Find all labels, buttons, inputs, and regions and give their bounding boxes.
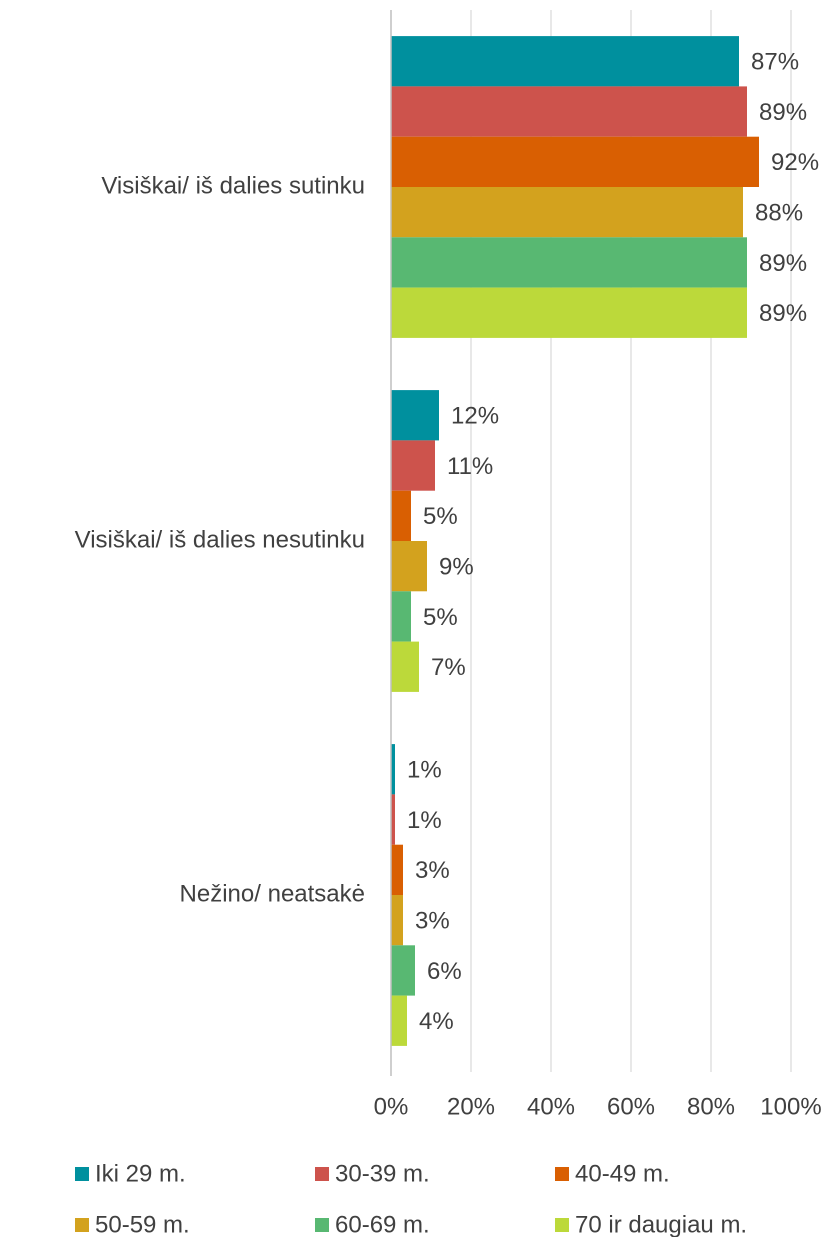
bar [391, 945, 415, 996]
legend-swatch [315, 1167, 329, 1181]
bar [391, 237, 747, 288]
bar [391, 794, 395, 845]
x-tick-label: 80% [687, 1093, 735, 1120]
value-label: 4% [419, 1008, 454, 1035]
bar [391, 187, 743, 238]
category-label: Nežino/ neatsakė [180, 880, 365, 907]
legend-swatch [315, 1218, 329, 1232]
legend-swatch [75, 1218, 89, 1232]
value-label: 92% [771, 149, 819, 176]
bar [391, 136, 759, 187]
legend-swatch [75, 1167, 89, 1181]
value-label: 89% [759, 300, 807, 327]
bar [391, 744, 395, 795]
value-label: 9% [439, 553, 474, 580]
bar [391, 287, 747, 338]
bar [391, 641, 419, 692]
value-label: 11% [447, 453, 493, 480]
bar [391, 591, 411, 642]
legend-label: Iki 29 m. [95, 1160, 186, 1187]
legend-label: 30-39 m. [335, 1160, 430, 1187]
legend-label: 50-59 m. [95, 1211, 190, 1237]
category-label: Visiškai/ iš dalies nesutinku [75, 526, 365, 553]
legend-swatch [555, 1167, 569, 1181]
value-label: 5% [423, 503, 458, 530]
value-label: 1% [407, 807, 442, 834]
value-label: 3% [415, 857, 450, 884]
bar [391, 844, 403, 895]
x-tick-label: 0% [374, 1093, 409, 1120]
value-label: 7% [431, 654, 466, 681]
value-label: 87% [751, 49, 799, 76]
x-tick-label: 100% [760, 1093, 821, 1120]
x-tick-label: 20% [447, 1093, 495, 1120]
value-label: 12% [451, 403, 499, 430]
value-label: 89% [759, 250, 807, 277]
category-label: Visiškai/ iš dalies sutinku [101, 172, 365, 199]
bar [391, 895, 403, 946]
value-label: 1% [407, 757, 442, 784]
x-tick-label: 40% [527, 1093, 575, 1120]
value-label: 5% [423, 604, 458, 631]
bar [391, 390, 439, 441]
legend-swatch [555, 1218, 569, 1232]
bar [391, 36, 739, 87]
value-label: 6% [427, 958, 462, 985]
value-label: 89% [759, 99, 807, 126]
bar [391, 86, 747, 137]
value-label: 88% [755, 199, 803, 226]
bar [391, 995, 407, 1046]
bar [391, 541, 427, 592]
legend-label: 70 ir daugiau m. [575, 1211, 747, 1237]
bar [391, 440, 435, 491]
legend-label: 60-69 m. [335, 1211, 430, 1237]
x-tick-label: 60% [607, 1093, 655, 1120]
bar [391, 490, 411, 541]
legend-label: 40-49 m. [575, 1160, 670, 1187]
value-label: 3% [415, 907, 450, 934]
